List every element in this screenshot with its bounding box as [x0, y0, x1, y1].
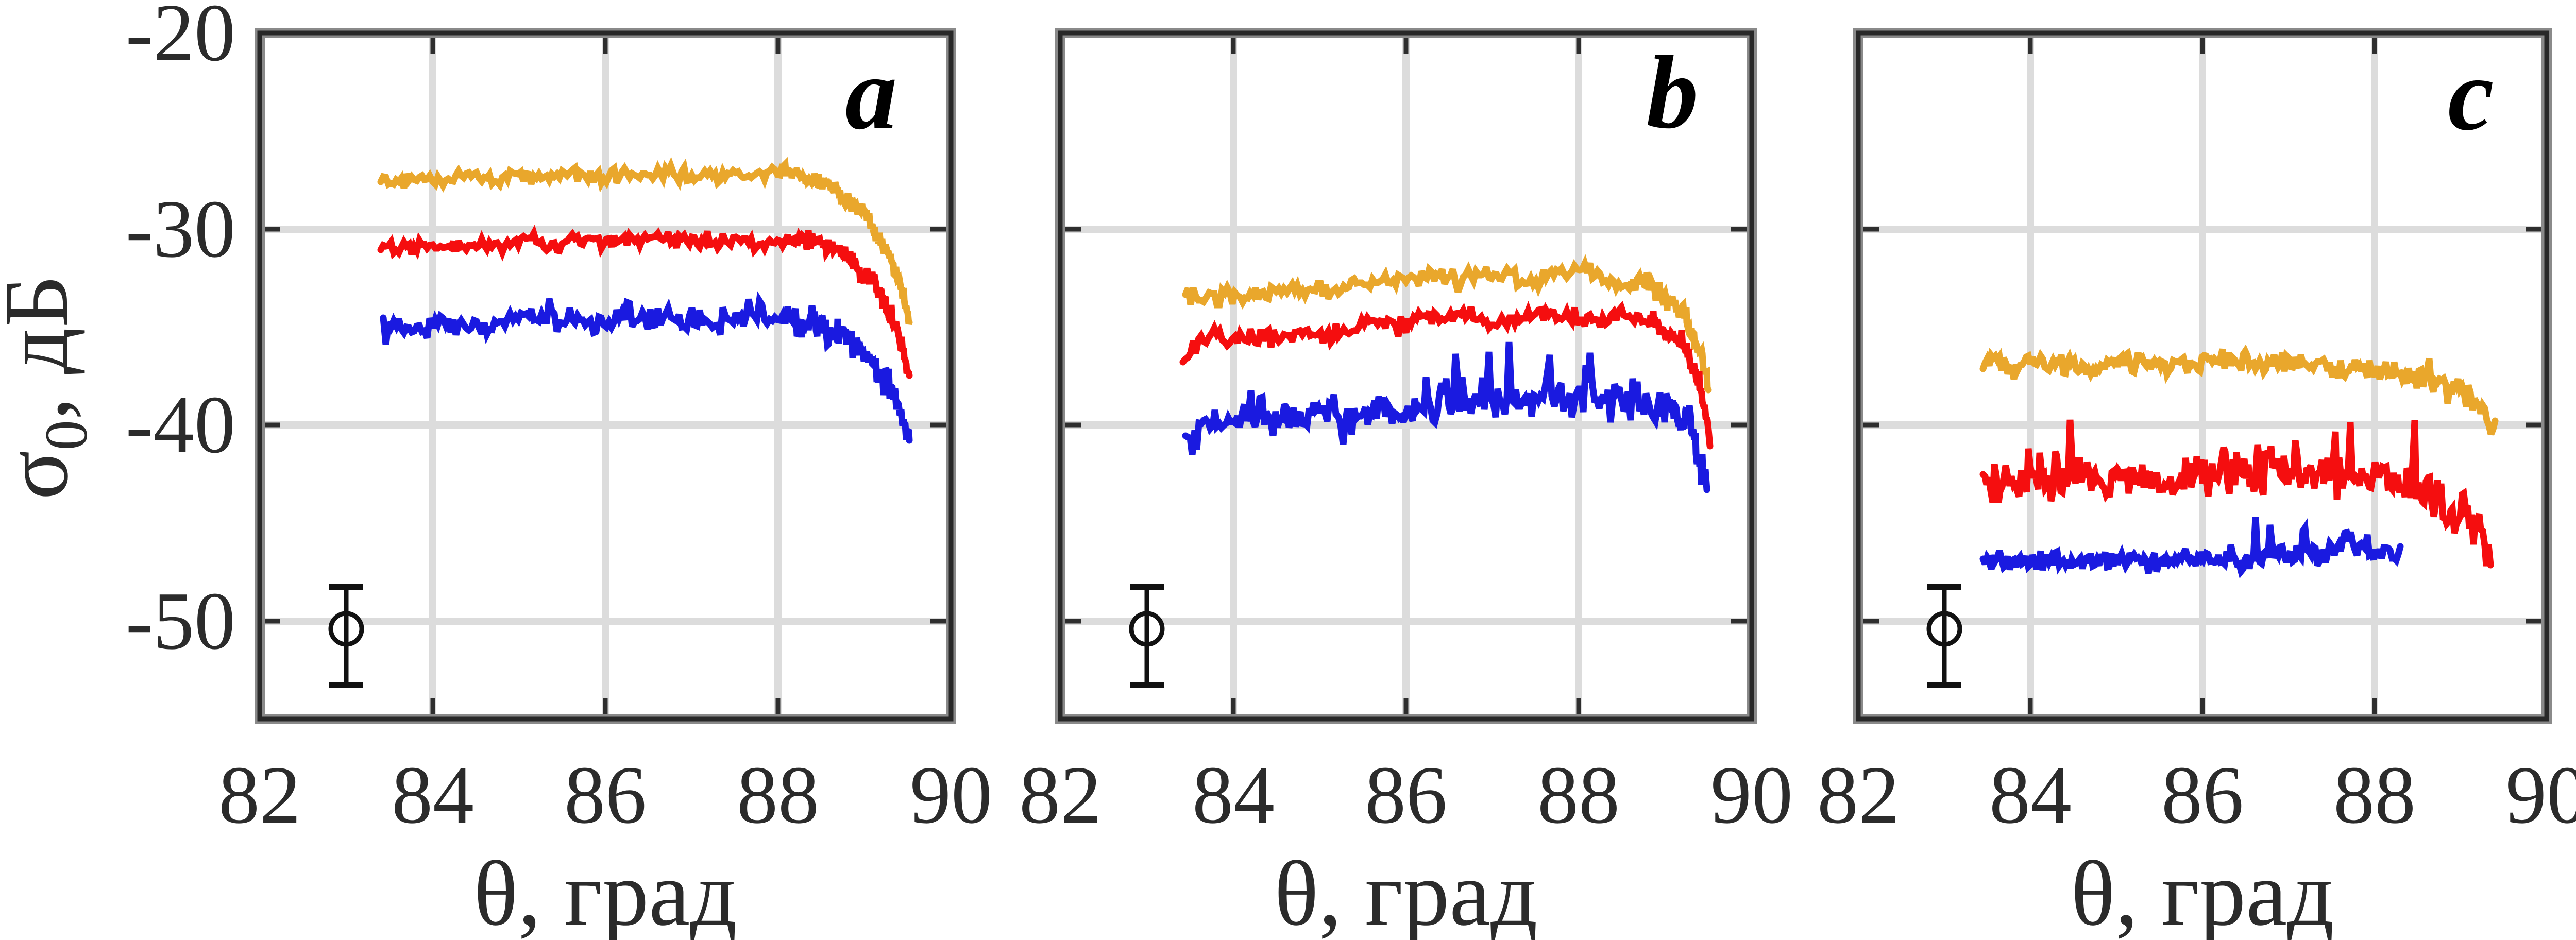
svg-text:86: 86 — [1365, 749, 1447, 841]
svg-text:90: 90 — [2505, 749, 2576, 841]
svg-text:88: 88 — [737, 749, 819, 841]
svg-text:c: c — [2448, 37, 2494, 152]
svg-text:-20: -20 — [126, 0, 235, 78]
svg-text:84: 84 — [1192, 749, 1275, 841]
svg-text:-30: -30 — [126, 183, 235, 275]
svg-text:θ, град: θ, град — [473, 842, 737, 940]
svg-text:σ0, дБ: σ0, дБ — [0, 275, 100, 500]
svg-text:90: 90 — [1710, 749, 1793, 841]
svg-text:θ, град: θ, град — [2071, 842, 2334, 940]
svg-text:90: 90 — [910, 749, 992, 841]
svg-text:82: 82 — [1019, 749, 1101, 841]
svg-text:-40: -40 — [126, 379, 235, 470]
svg-text:86: 86 — [564, 749, 647, 841]
svg-text:b: b — [1647, 35, 1699, 150]
svg-text:88: 88 — [2333, 749, 2416, 841]
svg-text:84: 84 — [1989, 749, 2072, 841]
svg-text:88: 88 — [1537, 749, 1620, 841]
svg-text:a: a — [845, 36, 897, 151]
svg-text:82: 82 — [1817, 749, 1900, 841]
svg-text:84: 84 — [392, 749, 474, 841]
svg-text:-50: -50 — [126, 575, 235, 666]
svg-text:θ, град: θ, град — [1274, 842, 1538, 940]
svg-text:86: 86 — [2161, 749, 2244, 841]
svg-text:82: 82 — [218, 749, 301, 841]
